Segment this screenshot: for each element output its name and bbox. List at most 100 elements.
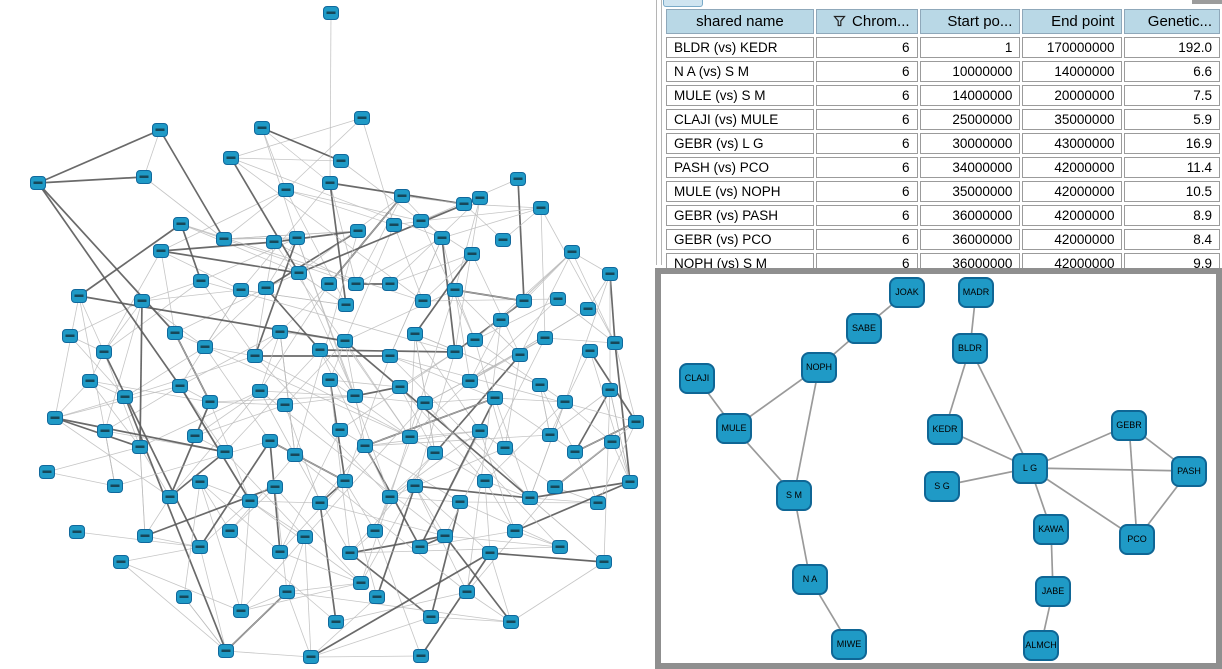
network-node[interactable] — [350, 224, 366, 238]
network-node[interactable] — [218, 644, 234, 658]
subnetwork-node-bldr[interactable]: BLDR — [952, 332, 988, 364]
network-node[interactable] — [533, 201, 549, 215]
network-node[interactable] — [495, 233, 511, 247]
network-node[interactable] — [97, 424, 113, 438]
network-node[interactable] — [328, 615, 344, 629]
network-node[interactable] — [192, 475, 208, 489]
table-cell[interactable]: 42000000 — [1022, 229, 1123, 250]
network-node[interactable] — [354, 111, 370, 125]
network-node[interactable] — [337, 334, 353, 348]
network-node[interactable] — [262, 434, 278, 448]
table-cell[interactable]: 6 — [815, 133, 918, 154]
network-node[interactable] — [547, 480, 563, 494]
network-node[interactable] — [47, 411, 63, 425]
subnetwork-node-n-a[interactable]: N A — [792, 563, 828, 595]
table-tab-stub[interactable] — [663, 0, 703, 7]
table-cell[interactable]: 6 — [815, 229, 918, 250]
table-cell[interactable]: N A (vs) S M — [666, 61, 814, 82]
network-node[interactable] — [222, 524, 238, 538]
network-node[interactable] — [537, 331, 553, 345]
table-cell[interactable]: CLAJI (vs) MULE — [666, 109, 814, 130]
network-node[interactable] — [447, 345, 463, 359]
network-node[interactable] — [172, 379, 188, 393]
network-node[interactable] — [628, 415, 644, 429]
network-node[interactable] — [522, 491, 538, 505]
table-cell[interactable]: 6 — [815, 61, 918, 82]
table-cell[interactable]: 10.5 — [1124, 181, 1220, 202]
network-node[interactable] — [357, 439, 373, 453]
network-node[interactable] — [348, 277, 364, 291]
network-node[interactable] — [510, 172, 526, 186]
network-node[interactable] — [516, 294, 532, 308]
network-node[interactable] — [604, 435, 620, 449]
network-node[interactable] — [532, 378, 548, 392]
network-node[interactable] — [323, 6, 339, 20]
network-node[interactable] — [303, 650, 319, 664]
subnetwork-node-joak[interactable]: JOAK — [889, 276, 925, 308]
network-node[interactable] — [322, 176, 338, 190]
network-node[interactable] — [456, 197, 472, 211]
table-cell[interactable]: 14000000 — [919, 85, 1021, 106]
network-node[interactable] — [434, 231, 450, 245]
table-cell[interactable]: 43000000 — [1022, 133, 1123, 154]
network-node[interactable] — [382, 349, 398, 363]
subnetwork-node-claji[interactable]: CLAJI — [679, 362, 715, 394]
network-node[interactable] — [482, 546, 498, 560]
network-node[interactable] — [462, 374, 478, 388]
table-cell[interactable]: 5.9 — [1124, 109, 1220, 130]
network-node[interactable] — [467, 333, 483, 347]
network-node[interactable] — [512, 348, 528, 362]
subnetwork-edge[interactable] — [1029, 467, 1190, 472]
network-node[interactable] — [447, 283, 463, 297]
network-node[interactable] — [258, 281, 274, 295]
subnetwork-panel[interactable]: JOAK MADR SABE NOPH BLDR CLAJI MULE KEDR GEBR L G… — [655, 268, 1222, 669]
network-node[interactable] — [590, 496, 606, 510]
table-cell[interactable]: MULE (vs) S M — [666, 85, 814, 106]
network-node[interactable] — [407, 327, 423, 341]
network-node[interactable] — [312, 496, 328, 510]
network-node[interactable] — [596, 555, 612, 569]
subnetwork-node-pash[interactable]: PASH — [1171, 455, 1207, 487]
network-node[interactable] — [193, 274, 209, 288]
network-node[interactable] — [113, 555, 129, 569]
network-node[interactable] — [464, 247, 480, 261]
column-header-4[interactable]: Genetic... — [1124, 9, 1220, 34]
network-node[interactable] — [386, 218, 402, 232]
network-node[interactable] — [289, 231, 305, 245]
network-node[interactable] — [233, 283, 249, 297]
table-cell[interactable]: 8.4 — [1124, 229, 1220, 250]
overview-network-canvas[interactable] — [0, 0, 655, 669]
table-cell[interactable]: 7.5 — [1124, 85, 1220, 106]
network-node[interactable] — [132, 440, 148, 454]
network-node[interactable] — [564, 245, 580, 259]
table-row[interactable]: MULE (vs) NOPH 6 35000000 42000000 10.5 — [666, 181, 1220, 202]
network-node[interactable] — [233, 604, 249, 618]
network-node[interactable] — [394, 189, 410, 203]
table-cell[interactable]: 16.9 — [1124, 133, 1220, 154]
network-node[interactable] — [342, 546, 358, 560]
table-cell[interactable]: 36000000 — [919, 205, 1021, 226]
subnetwork-node-sabe[interactable]: SABE — [846, 312, 882, 344]
network-node[interactable] — [580, 302, 596, 316]
network-node[interactable] — [197, 340, 213, 354]
network-node[interactable] — [459, 585, 475, 599]
network-node[interactable] — [247, 349, 263, 363]
subnetwork-node-mule[interactable]: MULE — [716, 412, 752, 444]
network-node[interactable] — [402, 430, 418, 444]
network-node[interactable] — [472, 424, 488, 438]
network-node[interactable] — [167, 326, 183, 340]
network-node[interactable] — [407, 479, 423, 493]
network-node[interactable] — [216, 232, 232, 246]
network-node[interactable] — [254, 121, 270, 135]
network-node[interactable] — [176, 590, 192, 604]
table-cell[interactable]: 6 — [815, 205, 918, 226]
subnetwork-canvas[interactable] — [661, 274, 1216, 663]
subnetwork-node-l-g[interactable]: L G — [1012, 452, 1048, 484]
network-node[interactable] — [242, 494, 258, 508]
network-node[interactable] — [607, 336, 623, 350]
table-cell[interactable]: 11.4 — [1124, 157, 1220, 178]
subnetwork-edge[interactable] — [793, 366, 820, 496]
network-node[interactable] — [437, 529, 453, 543]
table-cell[interactable]: MULE (vs) NOPH — [666, 181, 814, 202]
network-node[interactable] — [153, 244, 169, 258]
